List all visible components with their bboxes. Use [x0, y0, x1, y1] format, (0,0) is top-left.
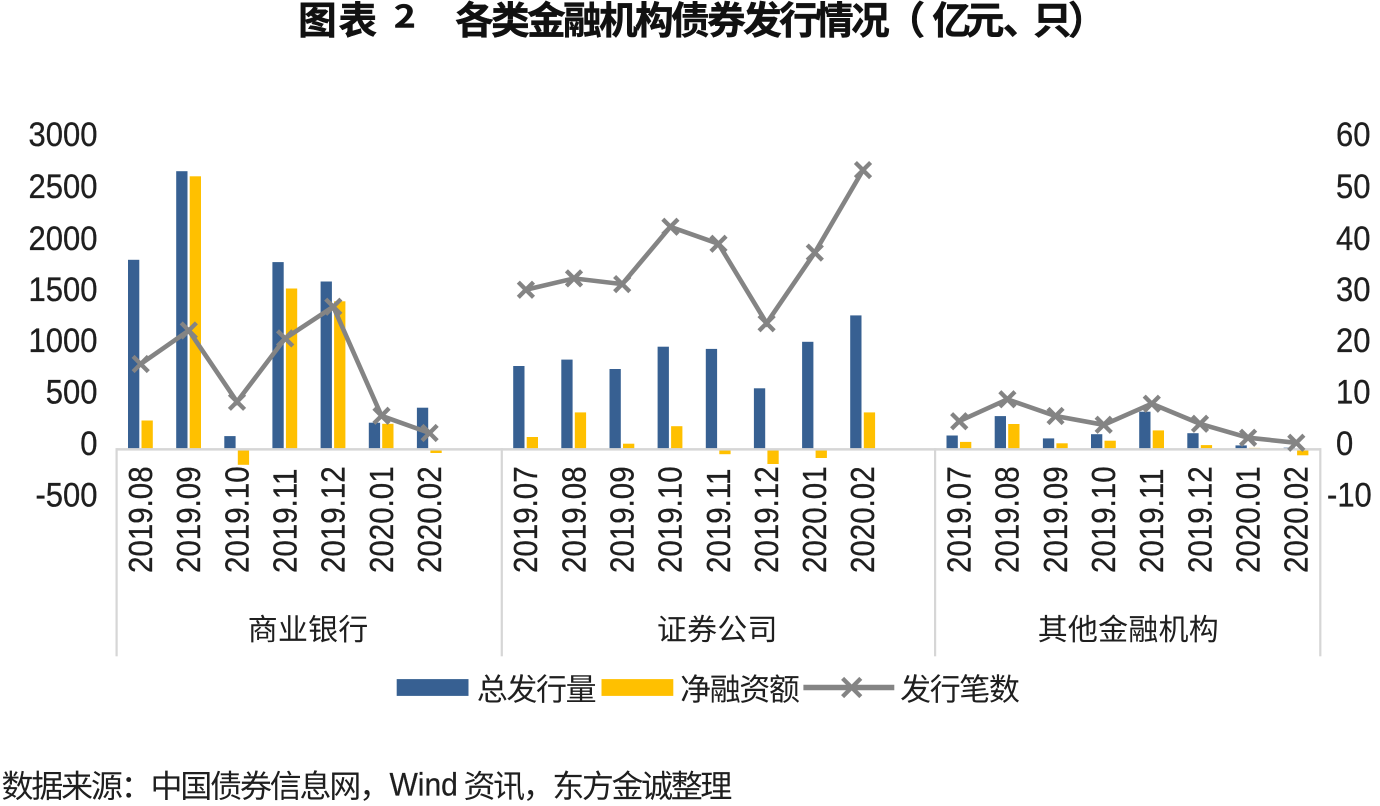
svg-text:2019.08: 2019.08	[989, 466, 1026, 573]
svg-text:2019.11: 2019.11	[267, 469, 304, 573]
svg-text:-500: -500	[35, 476, 97, 514]
svg-text:2019.09: 2019.09	[604, 466, 641, 573]
svg-text:2020.02: 2020.02	[1278, 466, 1315, 573]
svg-text:2019.12: 2019.12	[315, 466, 352, 573]
svg-text:2019.10: 2019.10	[219, 466, 256, 573]
svg-text:30: 30	[1336, 271, 1370, 309]
svg-text:2020.01: 2020.01	[1230, 466, 1267, 573]
svg-text:-10: -10	[1327, 476, 1372, 514]
svg-text:500: 500	[46, 373, 98, 411]
svg-text:40: 40	[1336, 219, 1370, 257]
svg-text:3000: 3000	[29, 116, 98, 154]
svg-text:2019.10: 2019.10	[1085, 466, 1122, 573]
svg-text:1000: 1000	[29, 322, 98, 360]
svg-text:2019.10: 2019.10	[652, 466, 689, 573]
svg-text:2019.08: 2019.08	[556, 466, 593, 573]
svg-text:Wind: Wind	[390, 766, 458, 802]
svg-text:0: 0	[80, 425, 97, 463]
svg-text:2019.12: 2019.12	[1182, 466, 1219, 573]
svg-text:2019.08: 2019.08	[122, 466, 159, 573]
svg-text:2019.09: 2019.09	[171, 466, 208, 573]
svg-text:50: 50	[1336, 168, 1370, 206]
svg-text:2019.11: 2019.11	[700, 469, 737, 573]
svg-text:2500: 2500	[29, 168, 98, 206]
svg-text:2019.07: 2019.07	[508, 466, 545, 573]
svg-text:20: 20	[1336, 322, 1370, 360]
svg-text:2020.02: 2020.02	[411, 466, 448, 573]
svg-text:2019.07: 2019.07	[941, 466, 978, 573]
svg-text:60: 60	[1336, 116, 1370, 154]
svg-text:10: 10	[1336, 373, 1370, 411]
svg-text:2020.01: 2020.01	[797, 466, 834, 573]
svg-text:2000: 2000	[29, 219, 98, 257]
svg-text:1500: 1500	[29, 271, 98, 309]
svg-text:0: 0	[1336, 425, 1353, 463]
svg-text:2019.12: 2019.12	[748, 466, 785, 573]
svg-text:2020.02: 2020.02	[845, 466, 882, 573]
svg-text:2019.09: 2019.09	[1037, 466, 1074, 573]
svg-text:2020.01: 2020.01	[363, 466, 400, 573]
svg-text:2019.11: 2019.11	[1134, 469, 1171, 573]
